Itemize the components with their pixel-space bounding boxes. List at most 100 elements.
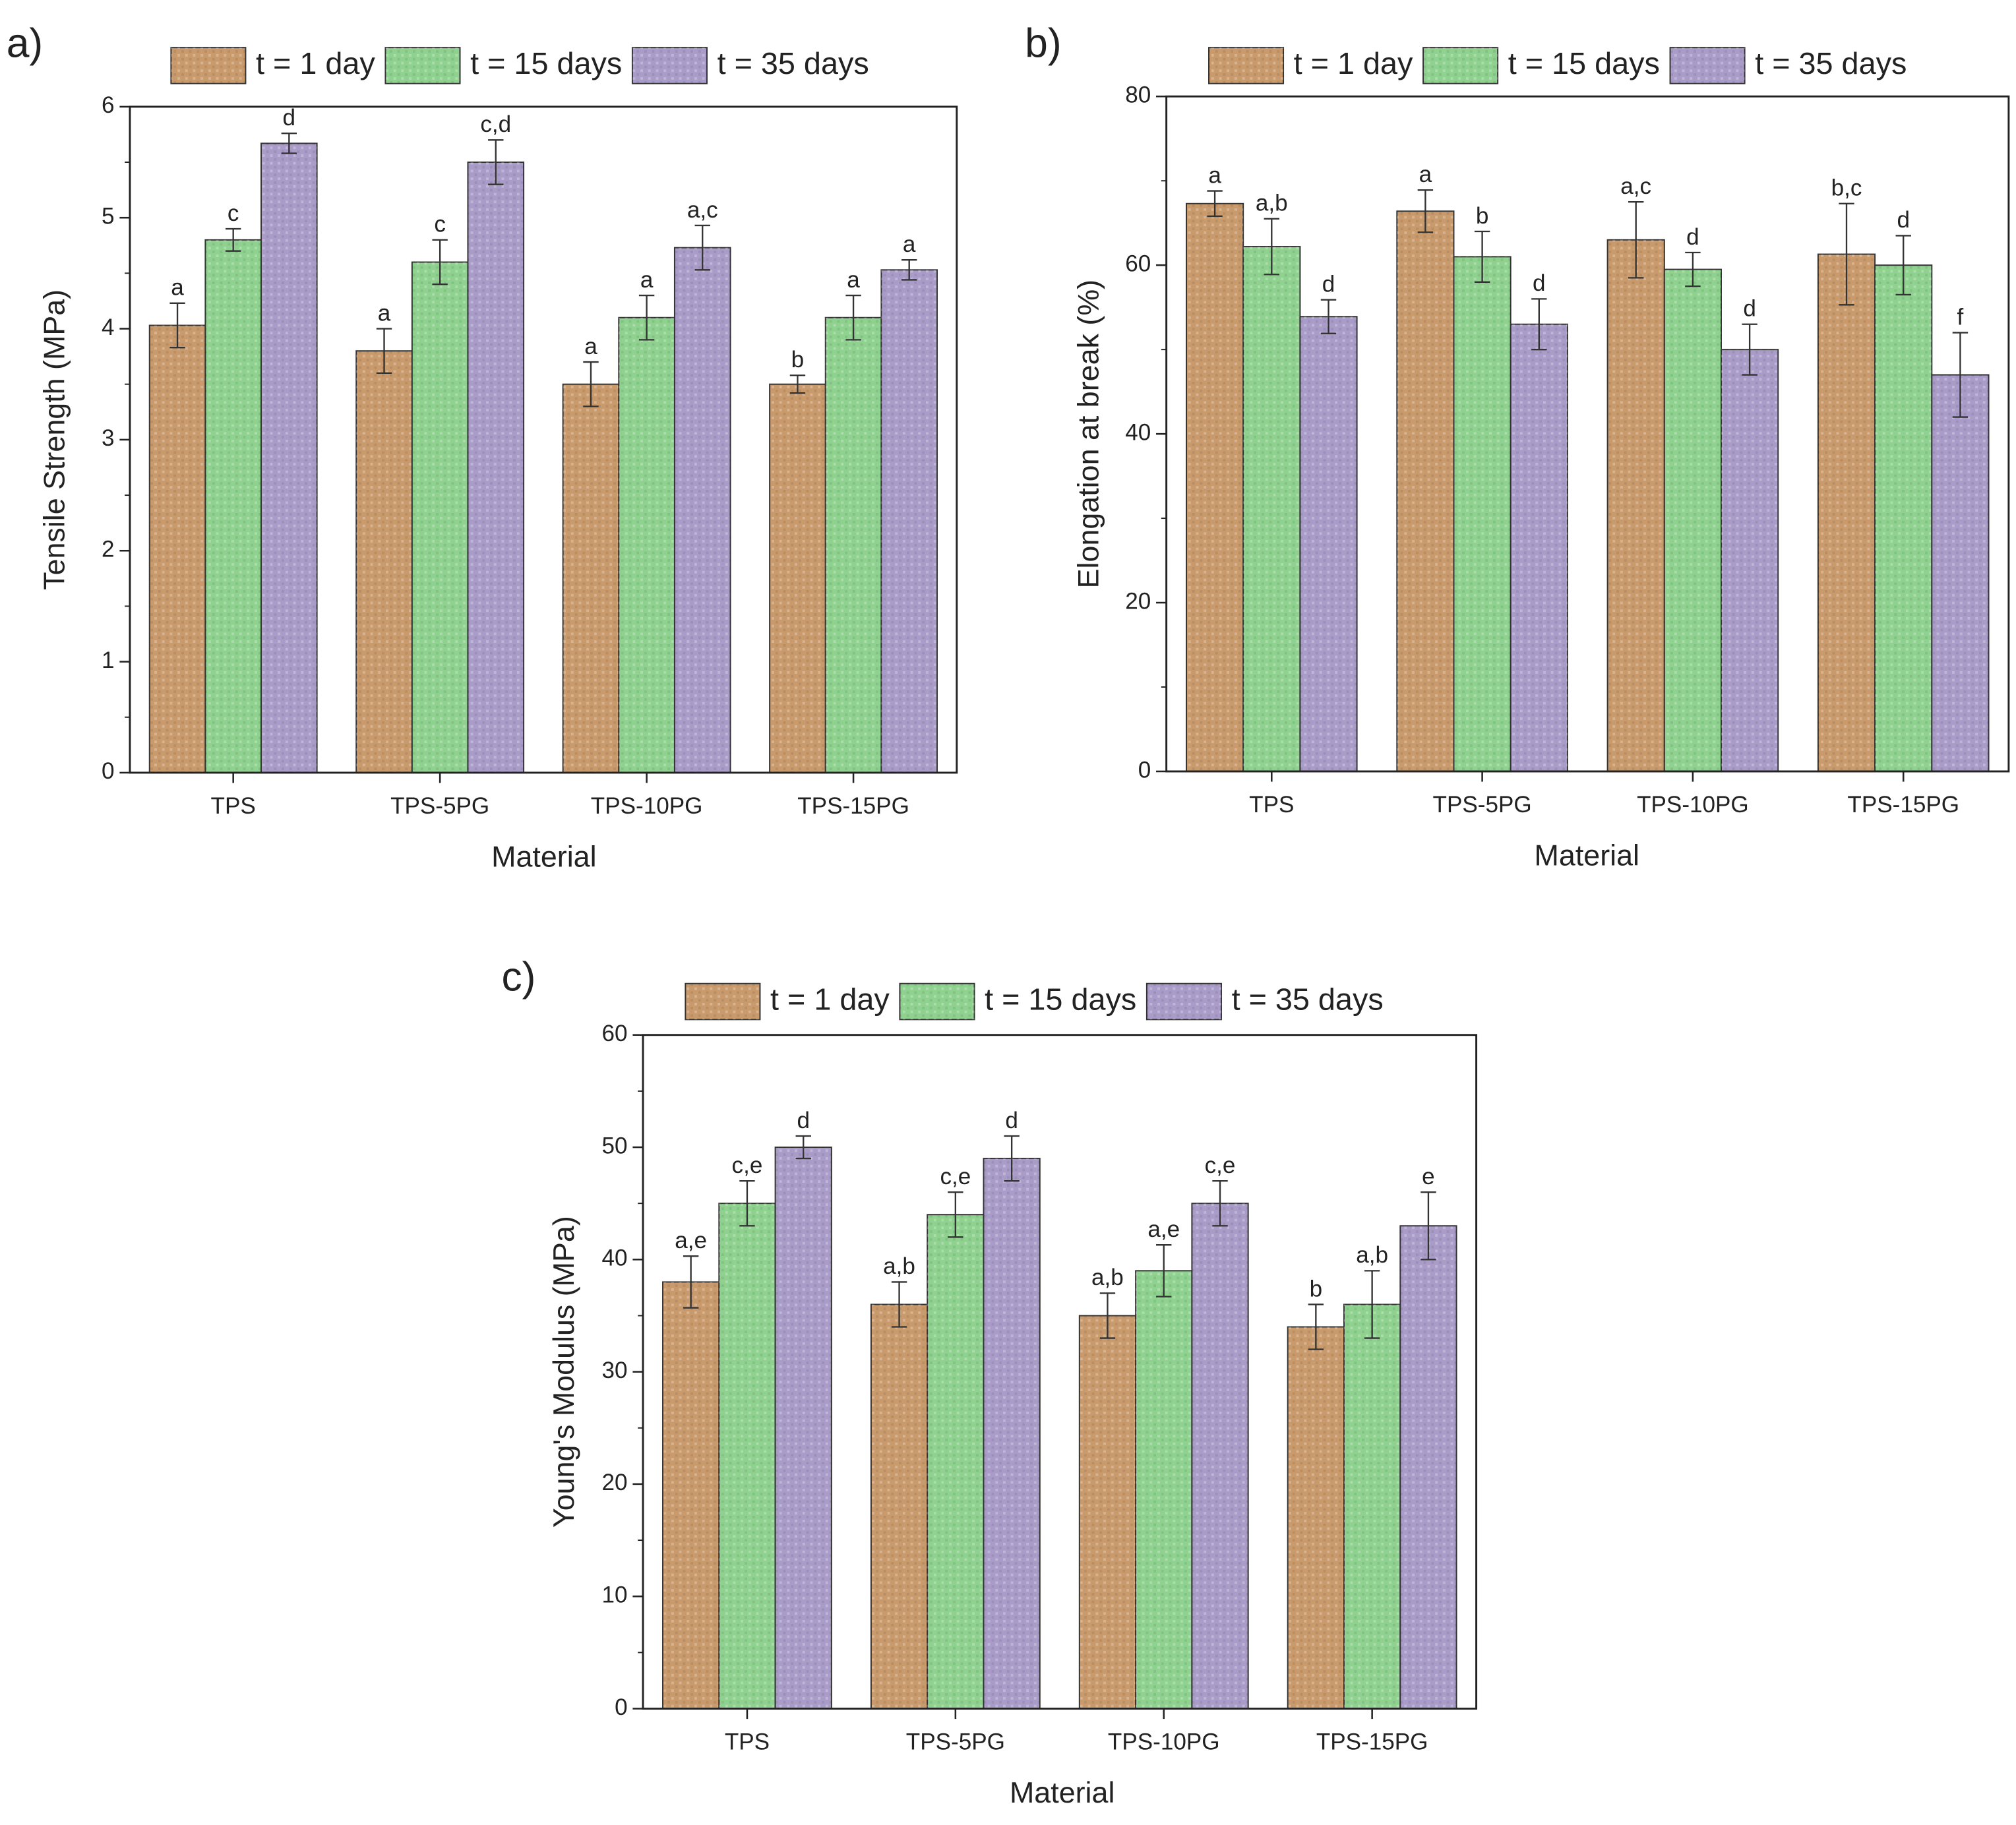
bar-texture [1300, 316, 1357, 771]
error-bar [1264, 218, 1279, 276]
legend-label: t = 35 days [1755, 46, 1907, 80]
error-bar [638, 294, 655, 341]
x-tick-label: TPS-10PG [1637, 792, 1749, 818]
bar-texture [356, 351, 412, 773]
bar-texture [412, 262, 468, 773]
error-bar [694, 224, 710, 271]
x-tick-label: TPS-15PG [1316, 1729, 1428, 1754]
y-tick-label: 4 [102, 314, 115, 340]
error-bar [1952, 332, 1969, 418]
error-bar [1895, 235, 1911, 296]
x-tick-label: TPS-5PG [906, 1729, 1005, 1754]
plot-frame [642, 1034, 1478, 1710]
y-tick-label: 40 [1125, 419, 1151, 445]
error-bar [1685, 251, 1701, 287]
significance-letter: b,c [1831, 175, 1862, 201]
error-bar [795, 1135, 811, 1160]
bar-texture [1079, 1315, 1136, 1709]
plot-frame [129, 105, 958, 774]
significance-letter: d [797, 1108, 810, 1133]
significance-letter: d [1005, 1108, 1018, 1133]
bar-texture [663, 1282, 719, 1709]
bar-texture [149, 325, 206, 773]
error-bar [1364, 1270, 1380, 1339]
error-bar [281, 133, 297, 154]
significance-letter: a [171, 275, 184, 301]
significance-letter: b [791, 347, 805, 373]
legend-label: t = 15 days [985, 982, 1136, 1016]
y-tick-label: 10 [602, 1582, 628, 1607]
panel-label: b) [1025, 21, 1061, 67]
bar-texture [1721, 349, 1779, 771]
x-tick-label: TPS [1249, 792, 1294, 818]
error-bar [1531, 298, 1547, 351]
error-bar [1742, 323, 1757, 376]
error-bar [583, 361, 599, 407]
y-tick-label: 20 [1125, 588, 1151, 614]
error-bar [1308, 1303, 1324, 1350]
x-tick-label: TPS-15PG [1847, 792, 1959, 818]
x-tick-label: TPS-5PG [390, 793, 489, 819]
legend-swatch-texture [685, 983, 760, 1020]
significance-letter: c [434, 212, 446, 237]
error-bar [1099, 1292, 1116, 1339]
error-bar [1207, 190, 1223, 218]
legend-label: t = 35 days [718, 46, 869, 80]
significance-letter: a [1419, 162, 1432, 187]
legend-label: t = 1 day [1294, 46, 1413, 80]
bar-texture [1400, 1226, 1457, 1709]
y-tick-label: 5 [102, 203, 115, 229]
y-tick-label: 50 [602, 1133, 628, 1158]
y-tick-label: 0 [1138, 757, 1151, 783]
significance-letter: d [1897, 207, 1910, 233]
bar-texture [468, 162, 524, 773]
error-bar [1212, 1180, 1228, 1227]
y-tick-label: 60 [1125, 251, 1151, 276]
x-tick-label: TPS-5PG [1433, 792, 1532, 818]
legend-swatch-texture [171, 47, 246, 84]
bar-texture [1397, 211, 1454, 771]
x-tick-label: TPS-10PG [1108, 1729, 1220, 1754]
panel-label: c) [501, 954, 535, 1000]
bar-texture [770, 384, 826, 773]
significance-letter: e [1422, 1164, 1435, 1189]
y-tick-label: 0 [102, 758, 115, 784]
significance-letter: a,e [675, 1228, 707, 1253]
bar-texture [619, 317, 675, 773]
x-tick-label: TPS [211, 793, 256, 819]
error-bar [488, 139, 504, 185]
y-tick-label: 2 [102, 537, 115, 562]
significance-letter: c,d [480, 111, 511, 137]
error-bar [1474, 230, 1490, 283]
legend-swatch-texture [632, 47, 707, 84]
significance-letter: c,e [732, 1152, 763, 1178]
significance-letter: b [1310, 1276, 1323, 1301]
error-bar [1417, 189, 1434, 233]
significance-letter: a [640, 267, 654, 293]
legend-swatch-texture [1146, 983, 1221, 1020]
bar-texture [983, 1158, 1040, 1709]
y-tick-label: 60 [602, 1021, 628, 1046]
bar-texture [1136, 1271, 1192, 1709]
y-axis-label: Elongation at break (%) [1071, 280, 1105, 588]
bar-texture [775, 1147, 832, 1709]
error-bar [683, 1255, 699, 1309]
bar-texture [1875, 265, 1932, 771]
significance-letter: d [1322, 271, 1335, 297]
error-bar [901, 258, 917, 281]
significance-letter: a [378, 300, 391, 326]
error-bar [1839, 202, 1854, 306]
bar-texture [1453, 256, 1511, 771]
plot-frame [1165, 95, 2010, 773]
y-tick-label: 6 [102, 92, 115, 118]
bar-texture [205, 239, 262, 773]
y-tick-label: 80 [1125, 82, 1151, 108]
significance-letter: b [1476, 203, 1489, 229]
bar-texture [563, 384, 619, 773]
x-tick-label: TPS [725, 1729, 770, 1754]
legend-label: t = 1 day [770, 982, 890, 1016]
error-bar [432, 239, 448, 285]
legend-swatch-texture [900, 983, 975, 1020]
legend-swatch-texture [1670, 47, 1745, 84]
error-bar [789, 374, 806, 394]
